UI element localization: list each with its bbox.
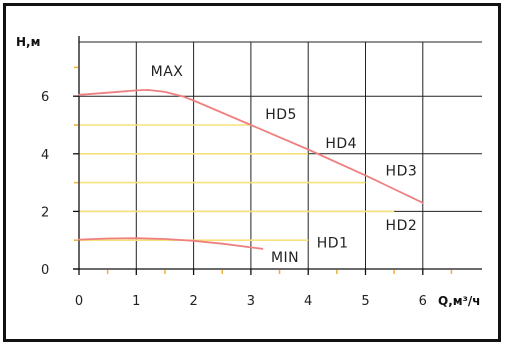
curves	[78, 89, 424, 250]
x-tick-label: 6	[419, 294, 427, 309]
y-tick-label: 6	[41, 90, 49, 105]
y-tick-label: 2	[41, 205, 49, 220]
x-tick-label: 3	[247, 294, 255, 309]
label-hd3: HD3	[386, 163, 418, 179]
chart-frame: 0 2 4 6 0 1 2 3 4 5 6 MAX HD5 HD4 HD3 HD2 HD1 MIN H,м Q,…	[3, 3, 501, 342]
curve-max	[78, 89, 424, 204]
label-hd2: HD2	[386, 218, 418, 234]
tick-labels: 0 2 4 6 0 1 2 3 4 5 6	[41, 90, 427, 309]
y-tick-label: 0	[41, 263, 49, 278]
pump-curve-chart: 0 2 4 6 0 1 2 3 4 5 6 MAX HD5 HD4 HD3 HD2 HD1 MIN H,м Q,…	[16, 35, 482, 309]
y-axis-label: H,м	[16, 35, 40, 49]
x-tick-label: 2	[189, 294, 197, 309]
curve-min	[78, 237, 264, 250]
label-hd5: HD5	[265, 107, 297, 123]
label-hd4: HD4	[325, 136, 357, 152]
x-tick-label: 5	[361, 294, 369, 309]
x-tick-label: 0	[75, 294, 83, 309]
label-hd1: HD1	[317, 235, 349, 251]
x-tick-label: 1	[132, 294, 140, 309]
speed-lines	[79, 124, 395, 241]
grid	[79, 41, 482, 269]
x-tick-label: 4	[304, 294, 312, 309]
axes	[73, 36, 482, 275]
y-tick-label: 4	[41, 148, 49, 163]
x-axis-label: Q,м³/ч	[438, 294, 480, 308]
annotations: MAX HD5 HD4 HD3 HD2 HD1 MIN	[151, 64, 418, 266]
label-max: MAX	[151, 64, 184, 80]
label-min: MIN	[271, 250, 299, 266]
